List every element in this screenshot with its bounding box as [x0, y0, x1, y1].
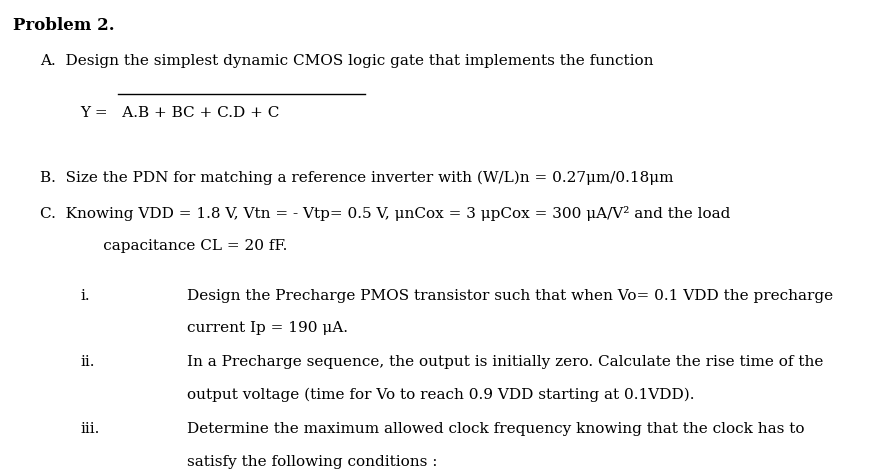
Text: i.: i. [80, 289, 90, 303]
Text: Determine the maximum allowed clock frequency knowing that the clock has to: Determine the maximum allowed clock freq… [187, 422, 805, 436]
Text: iii.: iii. [80, 422, 100, 436]
Text: output voltage (time for Vo to reach 0.9 VDD starting at 0.1VDD).: output voltage (time for Vo to reach 0.9… [187, 388, 694, 402]
Text: current Ip = 190 μA.: current Ip = 190 μA. [187, 321, 348, 335]
Text: Problem 2.: Problem 2. [13, 17, 115, 34]
Text: B.  Size the PDN for matching a reference inverter with (W/L)n = 0.27μm/0.18μm: B. Size the PDN for matching a reference… [40, 171, 674, 185]
Text: ii.: ii. [80, 355, 94, 369]
Text: satisfy the following conditions :: satisfy the following conditions : [187, 455, 437, 469]
Text: capacitance CL = 20 fF.: capacitance CL = 20 fF. [74, 239, 287, 253]
Text: Design the Precharge PMOS transistor such that when Vo= 0.1 VDD the precharge: Design the Precharge PMOS transistor suc… [187, 289, 833, 303]
Text: Y =   A.B + BC + C.D + C: Y = A.B + BC + C.D + C [80, 106, 279, 120]
Text: A.  Design the simplest dynamic CMOS logic gate that implements the function: A. Design the simplest dynamic CMOS logi… [40, 54, 653, 68]
Text: In a Precharge sequence, the output is initially zero. Calculate the rise time o: In a Precharge sequence, the output is i… [187, 355, 823, 369]
Text: C.  Knowing VDD = 1.8 V, Vtn = - Vtp= 0.5 V, μnCox = 3 μpCox = 300 μA/V² and the: C. Knowing VDD = 1.8 V, Vtn = - Vtp= 0.5… [40, 206, 731, 221]
